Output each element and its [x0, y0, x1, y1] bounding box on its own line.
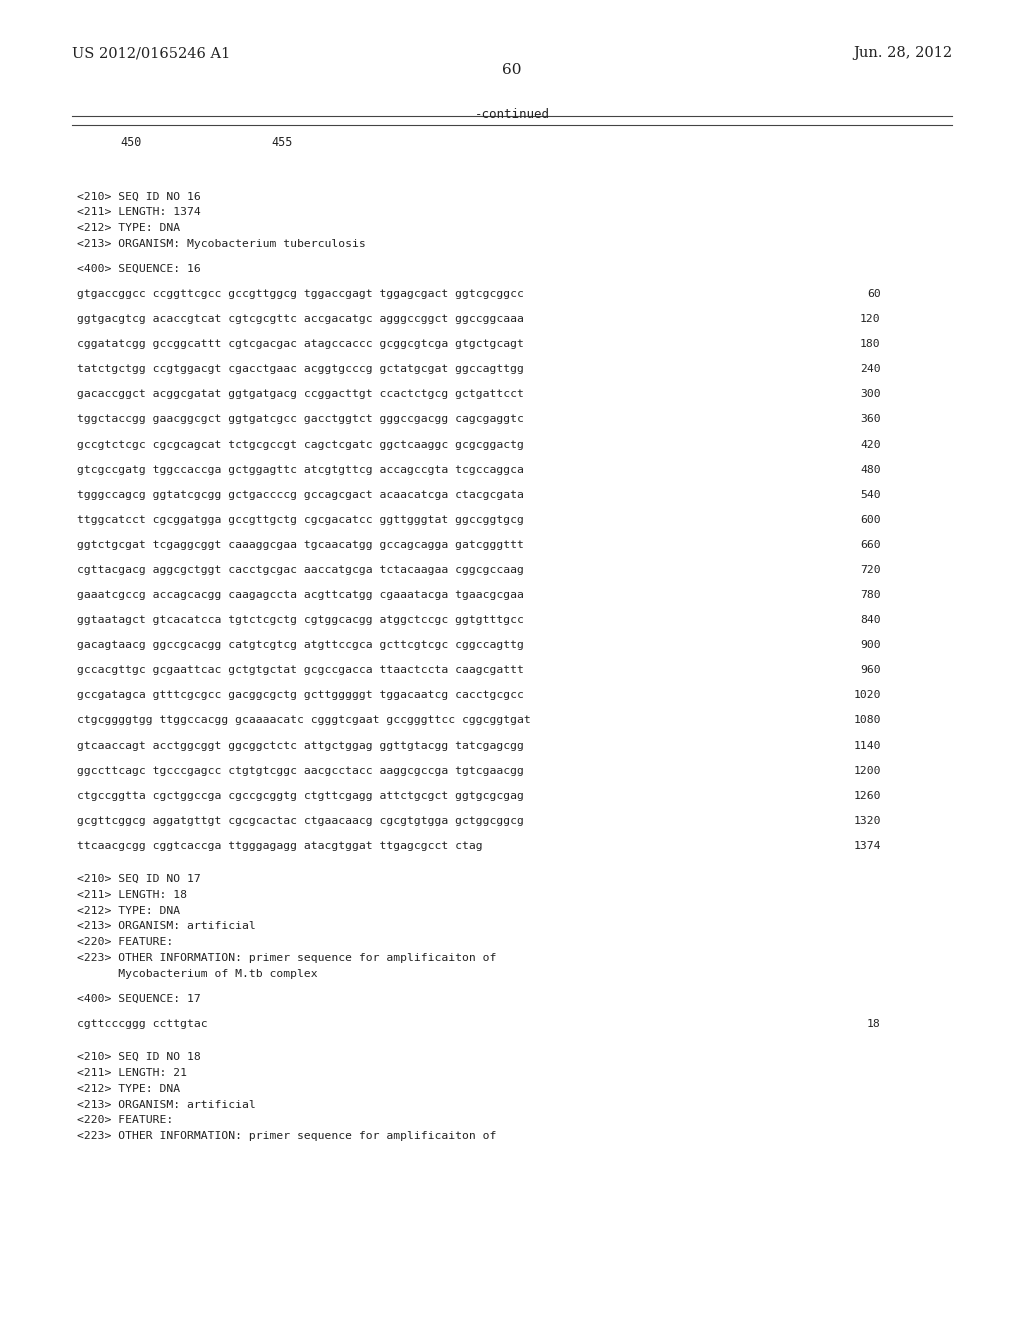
Text: <400> SEQUENCE: 17: <400> SEQUENCE: 17 — [77, 994, 201, 1005]
Text: Jun. 28, 2012: Jun. 28, 2012 — [853, 46, 952, 61]
Text: 1320: 1320 — [853, 816, 881, 826]
Text: <210> SEQ ID NO 17: <210> SEQ ID NO 17 — [77, 874, 201, 884]
Text: <212> TYPE: DNA: <212> TYPE: DNA — [77, 906, 180, 916]
Text: 840: 840 — [860, 615, 881, 626]
Text: <213> ORGANISM: Mycobacterium tuberculosis: <213> ORGANISM: Mycobacterium tuberculos… — [77, 239, 366, 249]
Text: gtcgccgatg tggccaccga gctggagttc atcgtgttcg accagccgta tcgccaggca: gtcgccgatg tggccaccga gctggagttc atcgtgt… — [77, 465, 523, 475]
Text: ggtctgcgat tcgaggcggt caaaggcgaa tgcaacatgg gccagcagga gatcgggttt: ggtctgcgat tcgaggcggt caaaggcgaa tgcaaca… — [77, 540, 523, 550]
Text: 360: 360 — [860, 414, 881, 425]
Text: <213> ORGANISM: artificial: <213> ORGANISM: artificial — [77, 921, 256, 932]
Text: gccgatagca gtttcgcgcc gacggcgctg gcttgggggt tggacaatcg cacctgcgcc: gccgatagca gtttcgcgcc gacggcgctg gcttggg… — [77, 690, 523, 701]
Text: gccacgttgc gcgaattcac gctgtgctat gcgccgacca ttaactccta caagcgattt: gccacgttgc gcgaattcac gctgtgctat gcgccga… — [77, 665, 523, 676]
Text: 1140: 1140 — [853, 741, 881, 751]
Text: ggtgacgtcg acaccgtcat cgtcgcgttc accgacatgc agggccggct ggccggcaaa: ggtgacgtcg acaccgtcat cgtcgcgttc accgaca… — [77, 314, 523, 325]
Text: US 2012/0165246 A1: US 2012/0165246 A1 — [72, 46, 230, 61]
Text: gaaatcgccg accagcacgg caagagccta acgttcatgg cgaaatacga tgaacgcgaa: gaaatcgccg accagcacgg caagagccta acgttca… — [77, 590, 523, 601]
Text: ggccttcagc tgcccgagcc ctgtgtcggc aacgcctacc aaggcgccga tgtcgaacgg: ggccttcagc tgcccgagcc ctgtgtcggc aacgcct… — [77, 766, 523, 776]
Text: 960: 960 — [860, 665, 881, 676]
Text: gccgtctcgc cgcgcagcat tctgcgccgt cagctcgatc ggctcaaggc gcgcggactg: gccgtctcgc cgcgcagcat tctgcgccgt cagctcg… — [77, 440, 523, 450]
Text: 480: 480 — [860, 465, 881, 475]
Text: 120: 120 — [860, 314, 881, 325]
Text: ctgccggtta cgctggccga cgccgcggtg ctgttcgagg attctgcgct ggtgcgcgag: ctgccggtta cgctggccga cgccgcggtg ctgttcg… — [77, 791, 523, 801]
Text: gtcaaccagt acctggcggt ggcggctctc attgctggag ggttgtacgg tatcgagcgg: gtcaaccagt acctggcggt ggcggctctc attgctg… — [77, 741, 523, 751]
Text: 60: 60 — [502, 63, 522, 78]
Text: ggtaatagct gtcacatcca tgtctcgctg cgtggcacgg atggctccgc ggtgtttgcc: ggtaatagct gtcacatcca tgtctcgctg cgtggca… — [77, 615, 523, 626]
Text: <212> TYPE: DNA: <212> TYPE: DNA — [77, 1084, 180, 1094]
Text: gacaccggct acggcgatat ggtgatgacg ccggacttgt ccactctgcg gctgattcct: gacaccggct acggcgatat ggtgatgacg ccggact… — [77, 389, 523, 400]
Text: 450: 450 — [121, 136, 142, 149]
Text: 18: 18 — [867, 1019, 881, 1030]
Text: <213> ORGANISM: artificial: <213> ORGANISM: artificial — [77, 1100, 256, 1110]
Text: gtgaccggcc ccggttcgcc gccgttggcg tggaccgagt tggagcgact ggtcgcggcc: gtgaccggcc ccggttcgcc gccgttggcg tggaccg… — [77, 289, 523, 300]
Text: 60: 60 — [867, 289, 881, 300]
Text: 1080: 1080 — [853, 715, 881, 726]
Text: 540: 540 — [860, 490, 881, 500]
Text: ctgcggggtgg ttggccacgg gcaaaacatc cgggtcgaat gccgggttcc cggcggtgat: ctgcggggtgg ttggccacgg gcaaaacatc cgggtc… — [77, 715, 530, 726]
Text: tggctaccgg gaacggcgct ggtgatcgcc gacctggtct gggccgacgg cagcgaggtc: tggctaccgg gaacggcgct ggtgatcgcc gacctgg… — [77, 414, 523, 425]
Text: Mycobacterium of M.tb complex: Mycobacterium of M.tb complex — [77, 969, 317, 979]
Text: <211> LENGTH: 1374: <211> LENGTH: 1374 — [77, 207, 201, 218]
Text: ttggcatcct cgcggatgga gccgttgctg cgcgacatcc ggttgggtat ggccggtgcg: ttggcatcct cgcggatgga gccgttgctg cgcgaca… — [77, 515, 523, 525]
Text: <211> LENGTH: 18: <211> LENGTH: 18 — [77, 890, 186, 900]
Text: <223> OTHER INFORMATION: primer sequence for amplificaiton of: <223> OTHER INFORMATION: primer sequence… — [77, 953, 497, 964]
Text: 1020: 1020 — [853, 690, 881, 701]
Text: cggatatcgg gccggcattt cgtcgacgac atagccaccc gcggcgtcga gtgctgcagt: cggatatcgg gccggcattt cgtcgacgac atagcca… — [77, 339, 523, 350]
Text: gcgttcggcg aggatgttgt cgcgcactac ctgaacaacg cgcgtgtgga gctggcggcg: gcgttcggcg aggatgttgt cgcgcactac ctgaaca… — [77, 816, 523, 826]
Text: tatctgctgg ccgtggacgt cgacctgaac acggtgcccg gctatgcgat ggccagttgg: tatctgctgg ccgtggacgt cgacctgaac acggtgc… — [77, 364, 523, 375]
Text: 455: 455 — [271, 136, 293, 149]
Text: <210> SEQ ID NO 18: <210> SEQ ID NO 18 — [77, 1052, 201, 1063]
Text: <220> FEATURE:: <220> FEATURE: — [77, 1115, 173, 1126]
Text: gacagtaacg ggccgcacgg catgtcgtcg atgttccgca gcttcgtcgc cggccagttg: gacagtaacg ggccgcacgg catgtcgtcg atgttcc… — [77, 640, 523, 651]
Text: cgttacgacg aggcgctggt cacctgcgac aaccatgcga tctacaagaa cggcgccaag: cgttacgacg aggcgctggt cacctgcgac aaccatg… — [77, 565, 523, 576]
Text: 240: 240 — [860, 364, 881, 375]
Text: 420: 420 — [860, 440, 881, 450]
Text: cgttcccggg ccttgtac: cgttcccggg ccttgtac — [77, 1019, 208, 1030]
Text: 1260: 1260 — [853, 791, 881, 801]
Text: 300: 300 — [860, 389, 881, 400]
Text: 1200: 1200 — [853, 766, 881, 776]
Text: ttcaacgcgg cggtcaccga ttgggagagg atacgtggat ttgagcgcct ctag: ttcaacgcgg cggtcaccga ttgggagagg atacgtg… — [77, 841, 482, 851]
Text: <220> FEATURE:: <220> FEATURE: — [77, 937, 173, 948]
Text: <210> SEQ ID NO 16: <210> SEQ ID NO 16 — [77, 191, 201, 202]
Text: 720: 720 — [860, 565, 881, 576]
Text: 780: 780 — [860, 590, 881, 601]
Text: <212> TYPE: DNA: <212> TYPE: DNA — [77, 223, 180, 234]
Text: 900: 900 — [860, 640, 881, 651]
Text: <223> OTHER INFORMATION: primer sequence for amplificaiton of: <223> OTHER INFORMATION: primer sequence… — [77, 1131, 497, 1142]
Text: 180: 180 — [860, 339, 881, 350]
Text: tgggccagcg ggtatcgcgg gctgaccccg gccagcgact acaacatcga ctacgcgata: tgggccagcg ggtatcgcgg gctgaccccg gccagcg… — [77, 490, 523, 500]
Text: -continued: -continued — [474, 108, 550, 121]
Text: 1374: 1374 — [853, 841, 881, 851]
Text: 660: 660 — [860, 540, 881, 550]
Text: <211> LENGTH: 21: <211> LENGTH: 21 — [77, 1068, 186, 1078]
Text: <400> SEQUENCE: 16: <400> SEQUENCE: 16 — [77, 264, 201, 275]
Text: 600: 600 — [860, 515, 881, 525]
